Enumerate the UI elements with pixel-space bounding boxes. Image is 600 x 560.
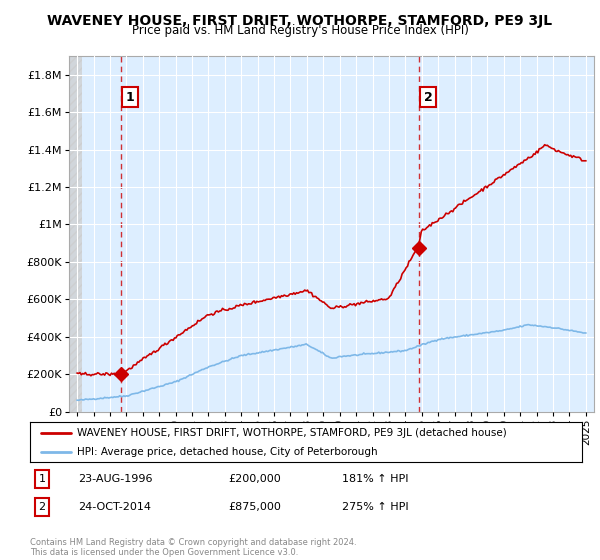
Text: WAVENEY HOUSE, FIRST DRIFT, WOTHORPE, STAMFORD, PE9 3JL (detached house): WAVENEY HOUSE, FIRST DRIFT, WOTHORPE, ST…: [77, 428, 506, 438]
Text: 24-OCT-2014: 24-OCT-2014: [78, 502, 151, 512]
Text: £200,000: £200,000: [228, 474, 281, 484]
Text: 275% ↑ HPI: 275% ↑ HPI: [342, 502, 409, 512]
Text: £875,000: £875,000: [228, 502, 281, 512]
Text: 1: 1: [38, 474, 46, 484]
Text: 2: 2: [38, 502, 46, 512]
Bar: [69, 56, 82, 412]
Text: 23-AUG-1996: 23-AUG-1996: [78, 474, 152, 484]
Text: 1: 1: [125, 91, 134, 104]
Text: 2: 2: [424, 91, 432, 104]
Text: 181% ↑ HPI: 181% ↑ HPI: [342, 474, 409, 484]
Text: Contains HM Land Registry data © Crown copyright and database right 2024.
This d: Contains HM Land Registry data © Crown c…: [30, 538, 356, 557]
Text: WAVENEY HOUSE, FIRST DRIFT, WOTHORPE, STAMFORD, PE9 3JL: WAVENEY HOUSE, FIRST DRIFT, WOTHORPE, ST…: [47, 14, 553, 28]
Text: HPI: Average price, detached house, City of Peterborough: HPI: Average price, detached house, City…: [77, 447, 377, 457]
Text: Price paid vs. HM Land Registry's House Price Index (HPI): Price paid vs. HM Land Registry's House …: [131, 24, 469, 37]
